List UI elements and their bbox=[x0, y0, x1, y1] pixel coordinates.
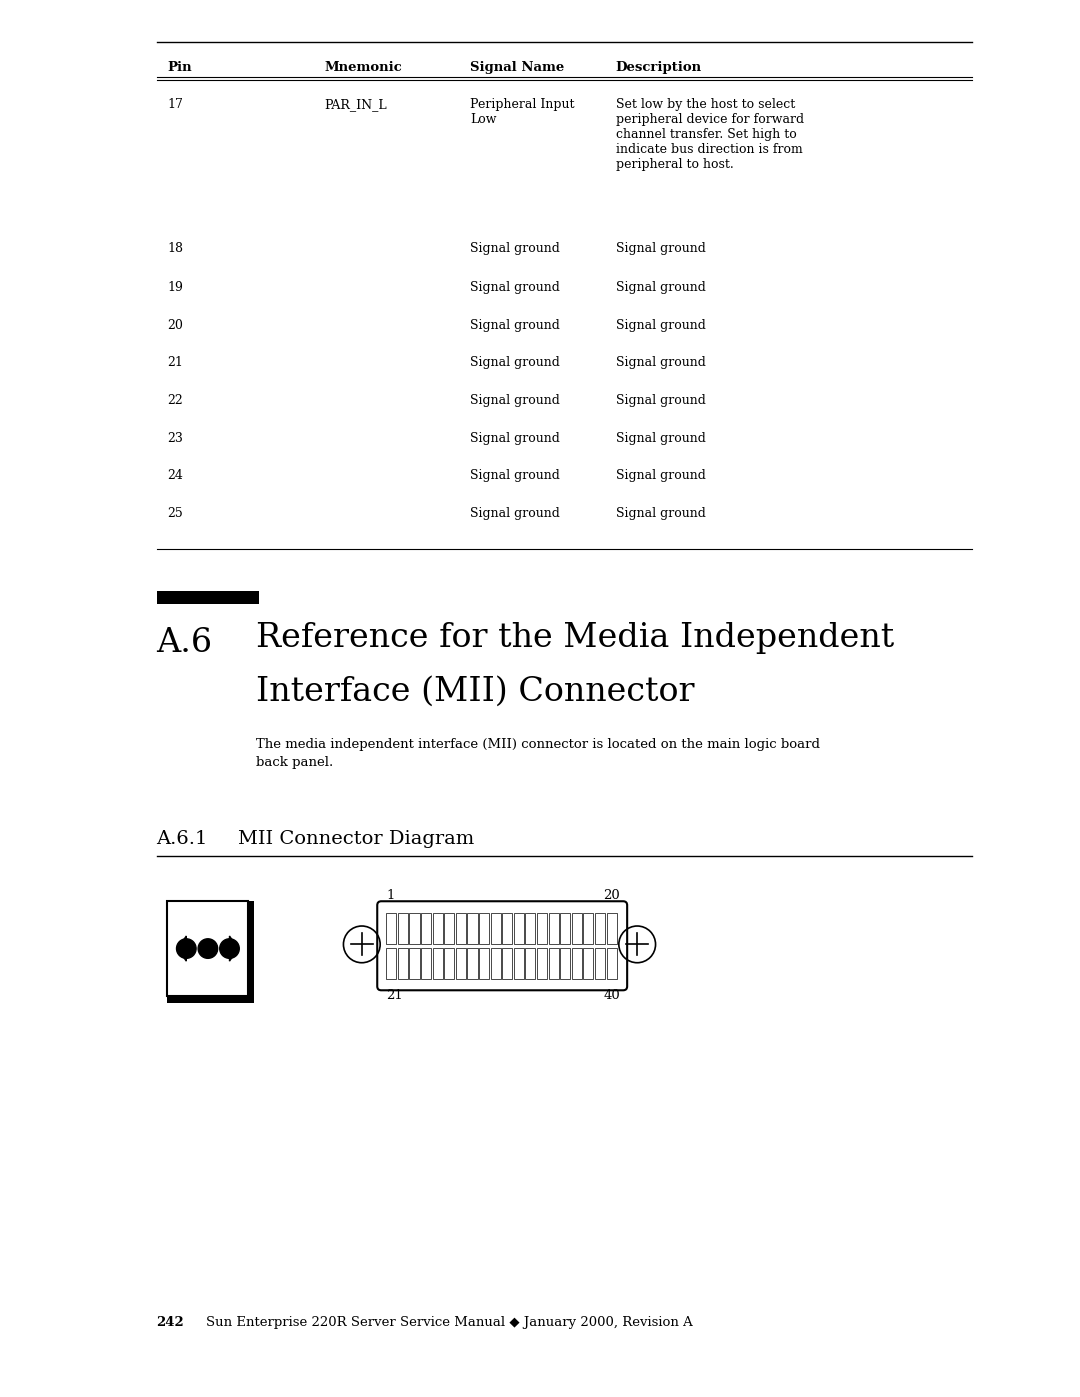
Text: 21: 21 bbox=[167, 356, 184, 369]
Bar bbox=[433, 914, 443, 944]
Text: Signal ground: Signal ground bbox=[616, 356, 705, 369]
Circle shape bbox=[219, 939, 240, 958]
Bar bbox=[583, 914, 594, 944]
Text: 24: 24 bbox=[167, 469, 184, 482]
Text: 19: 19 bbox=[167, 281, 184, 293]
Text: Signal ground: Signal ground bbox=[616, 507, 705, 520]
Bar bbox=[480, 914, 489, 944]
Bar bbox=[387, 914, 396, 944]
Bar bbox=[409, 914, 419, 944]
Text: 21: 21 bbox=[387, 989, 403, 1002]
Text: Signal ground: Signal ground bbox=[616, 281, 705, 293]
Bar bbox=[561, 914, 570, 944]
Circle shape bbox=[176, 939, 197, 958]
Text: Signal Name: Signal Name bbox=[470, 61, 564, 74]
Bar bbox=[490, 947, 501, 978]
Bar bbox=[595, 947, 605, 978]
Text: Signal ground: Signal ground bbox=[616, 394, 705, 407]
Circle shape bbox=[198, 939, 218, 958]
Text: Signal ground: Signal ground bbox=[470, 242, 559, 254]
Bar bbox=[167, 901, 248, 996]
Bar bbox=[537, 914, 548, 944]
Bar bbox=[595, 914, 605, 944]
Text: 20: 20 bbox=[604, 890, 620, 902]
Text: 17: 17 bbox=[167, 98, 184, 110]
Bar bbox=[456, 947, 465, 978]
Bar bbox=[583, 947, 594, 978]
Bar bbox=[456, 914, 465, 944]
Bar bbox=[444, 914, 455, 944]
Text: Signal ground: Signal ground bbox=[616, 319, 705, 331]
Text: A.6.1: A.6.1 bbox=[157, 830, 208, 848]
Bar bbox=[607, 914, 617, 944]
Text: 22: 22 bbox=[167, 394, 184, 407]
Bar bbox=[525, 914, 536, 944]
FancyBboxPatch shape bbox=[377, 901, 627, 990]
Bar bbox=[502, 947, 512, 978]
Bar bbox=[537, 947, 548, 978]
Bar bbox=[514, 947, 524, 978]
Bar bbox=[525, 947, 536, 978]
Text: Signal ground: Signal ground bbox=[616, 432, 705, 444]
Bar bbox=[167, 996, 248, 1003]
Text: Signal ground: Signal ground bbox=[470, 469, 559, 482]
Text: Sun Enterprise 220R Server Service Manual ◆ January 2000, Revision A: Sun Enterprise 220R Server Service Manua… bbox=[189, 1316, 692, 1329]
Text: 1: 1 bbox=[387, 890, 394, 902]
Bar bbox=[468, 947, 477, 978]
Text: Signal ground: Signal ground bbox=[470, 356, 559, 369]
Text: Description: Description bbox=[616, 61, 702, 74]
Bar bbox=[409, 947, 419, 978]
Text: Signal ground: Signal ground bbox=[470, 394, 559, 407]
Text: Signal ground: Signal ground bbox=[616, 469, 705, 482]
Polygon shape bbox=[177, 936, 187, 961]
Text: Set low by the host to select
peripheral device for forward
channel transfer. Se: Set low by the host to select peripheral… bbox=[616, 98, 804, 170]
Bar bbox=[514, 914, 524, 944]
Bar bbox=[468, 914, 477, 944]
Text: Reference for the Media Independent: Reference for the Media Independent bbox=[256, 622, 894, 654]
Text: Pin: Pin bbox=[167, 61, 192, 74]
Text: Peripheral Input
Low: Peripheral Input Low bbox=[470, 98, 575, 126]
Text: Signal ground: Signal ground bbox=[470, 281, 559, 293]
Bar bbox=[561, 947, 570, 978]
Bar bbox=[607, 947, 617, 978]
Text: 18: 18 bbox=[167, 242, 184, 254]
Text: 242: 242 bbox=[157, 1316, 185, 1329]
Text: Signal ground: Signal ground bbox=[616, 242, 705, 254]
Bar bbox=[421, 947, 431, 978]
Bar bbox=[433, 947, 443, 978]
Bar bbox=[444, 947, 455, 978]
Text: Signal ground: Signal ground bbox=[470, 319, 559, 331]
Text: Mnemonic: Mnemonic bbox=[324, 61, 402, 74]
Bar bbox=[397, 947, 408, 978]
Polygon shape bbox=[229, 936, 239, 961]
Text: 40: 40 bbox=[604, 989, 620, 1002]
Bar bbox=[502, 914, 512, 944]
Bar bbox=[549, 914, 558, 944]
Bar bbox=[421, 914, 431, 944]
Bar bbox=[397, 914, 408, 944]
Text: Signal ground: Signal ground bbox=[470, 432, 559, 444]
Bar bbox=[480, 947, 489, 978]
Text: PAR_IN_L: PAR_IN_L bbox=[324, 98, 387, 110]
Text: Signal ground: Signal ground bbox=[470, 507, 559, 520]
Text: MII Connector Diagram: MII Connector Diagram bbox=[238, 830, 474, 848]
Text: Interface (MII) Connector: Interface (MII) Connector bbox=[256, 676, 694, 708]
Bar bbox=[387, 947, 396, 978]
Bar bbox=[549, 947, 558, 978]
Bar bbox=[571, 914, 582, 944]
Bar bbox=[157, 591, 259, 604]
Bar bbox=[571, 947, 582, 978]
Text: 25: 25 bbox=[167, 507, 184, 520]
Text: The media independent interface (MII) connector is located on the main logic boa: The media independent interface (MII) co… bbox=[256, 738, 820, 770]
Text: A.6: A.6 bbox=[157, 627, 213, 659]
Text: 23: 23 bbox=[167, 432, 184, 444]
Bar bbox=[248, 901, 254, 1003]
Text: 20: 20 bbox=[167, 319, 184, 331]
Bar bbox=[490, 914, 501, 944]
